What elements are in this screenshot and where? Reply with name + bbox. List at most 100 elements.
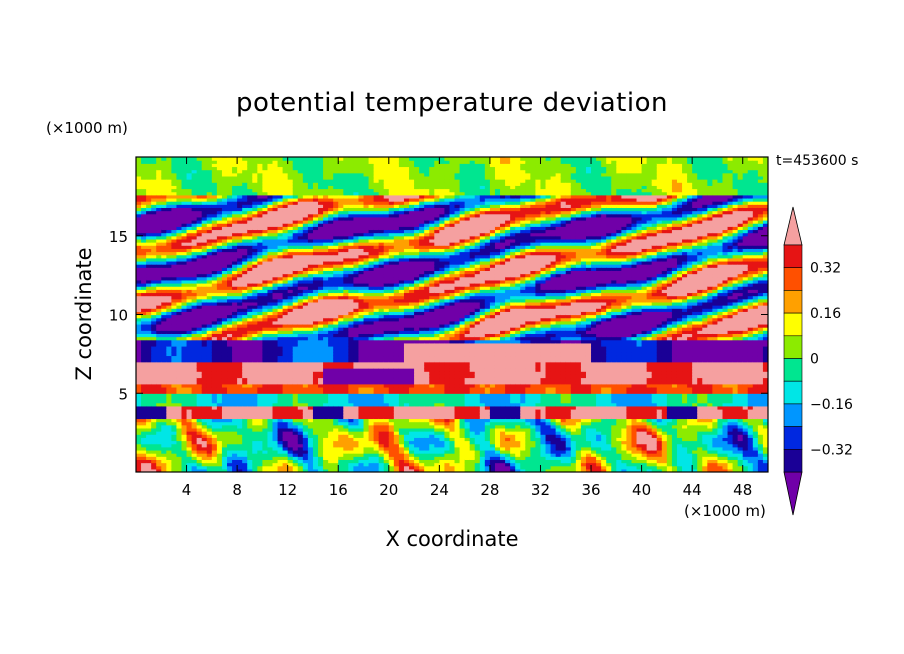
field-cell: [318, 440, 324, 445]
field-cell: [176, 462, 183, 467]
field-cell: [267, 339, 274, 344]
field-cell: [333, 185, 339, 190]
field-cell: [348, 298, 355, 303]
field-cell: [333, 311, 339, 316]
field-cell: [267, 276, 274, 281]
field-cell: [363, 443, 370, 448]
field-cell: [216, 320, 223, 325]
field-cell: [141, 308, 147, 312]
field-cell: [232, 204, 238, 208]
field-cell: [307, 223, 314, 227]
field-cell: [166, 251, 172, 256]
field-cell: [277, 295, 284, 300]
field-cell: [211, 301, 218, 306]
field-cell: [176, 207, 183, 212]
field-cell: [272, 453, 279, 457]
field-cell: [358, 453, 365, 457]
field-cell: [277, 346, 284, 350]
field-cell: [161, 465, 167, 470]
field-cell: [161, 301, 167, 306]
field-cell: [343, 418, 349, 423]
field-cell: [166, 270, 172, 275]
field-cell: [297, 301, 304, 306]
field-cell: [216, 415, 223, 420]
field-cell: [257, 443, 263, 448]
field-cell: [302, 289, 309, 294]
field-cell: [318, 421, 324, 426]
field-cell: [151, 368, 157, 372]
field-cell: [136, 245, 142, 249]
field-cell: [277, 424, 284, 429]
field-cell: [373, 270, 380, 275]
field-cell: [257, 342, 263, 347]
field-cell: [262, 179, 269, 183]
field-cell: [297, 431, 304, 435]
field-cell: [166, 380, 172, 385]
field-cell: [181, 320, 188, 325]
field-cell: [363, 305, 370, 309]
field-cell: [338, 267, 344, 271]
field-cell: [186, 427, 193, 432]
field-cell: [227, 327, 233, 331]
field-cell: [287, 358, 294, 363]
field-cell: [242, 254, 248, 259]
field-cell: [333, 386, 339, 391]
field-cell: [307, 226, 314, 231]
field-cell: [297, 201, 304, 205]
field-cell: [368, 260, 375, 265]
field-cell: [338, 289, 344, 294]
field-cell: [161, 386, 167, 391]
field-cell: [318, 260, 324, 265]
field-cell: [151, 182, 157, 186]
field-cell: [343, 320, 349, 325]
field-cell: [166, 339, 172, 344]
field-cell: [166, 371, 172, 375]
field-cell: [171, 459, 178, 464]
field-cell: [252, 160, 258, 164]
field-cell: [201, 437, 208, 442]
field-cell: [151, 245, 157, 249]
field-cell: [227, 223, 233, 227]
field-cell: [166, 446, 172, 451]
field-cell: [318, 257, 324, 262]
field-cell: [237, 386, 243, 391]
field-cell: [146, 434, 152, 438]
field-cell: [176, 311, 183, 316]
field-cell: [191, 248, 198, 253]
field-cell: [232, 377, 238, 382]
field-cell: [353, 289, 360, 294]
field-cell: [252, 427, 258, 432]
field-cell: [262, 377, 269, 382]
field-cell: [161, 459, 167, 464]
field-cell: [156, 157, 162, 161]
field-cell: [136, 418, 142, 423]
field-cell: [161, 390, 167, 394]
field-cell: [232, 462, 238, 467]
field-cell: [262, 273, 269, 278]
field-cell: [338, 431, 344, 435]
field-cell: [237, 431, 243, 435]
field-cell: [272, 314, 279, 319]
field-cell: [227, 386, 233, 391]
field-cell: [146, 346, 152, 350]
field-cell: [287, 396, 294, 401]
field-cell: [358, 418, 365, 423]
field-cell: [363, 245, 370, 249]
field-cell: [156, 323, 162, 328]
field-cell: [348, 327, 355, 331]
field-cell: [267, 232, 274, 237]
field-cell: [196, 336, 203, 341]
field-cell: [232, 405, 238, 410]
field-cell: [272, 210, 279, 215]
field-cell: [211, 279, 218, 284]
field-cell: [161, 314, 167, 319]
field-cell: [201, 421, 208, 426]
field-cell: [176, 172, 183, 177]
field-cell: [191, 267, 198, 271]
field-cell: [156, 245, 162, 249]
field-cell: [247, 254, 253, 259]
field-cell: [242, 311, 248, 316]
field-cell: [136, 292, 142, 297]
field-cell: [292, 368, 299, 372]
field-cell: [358, 163, 365, 168]
